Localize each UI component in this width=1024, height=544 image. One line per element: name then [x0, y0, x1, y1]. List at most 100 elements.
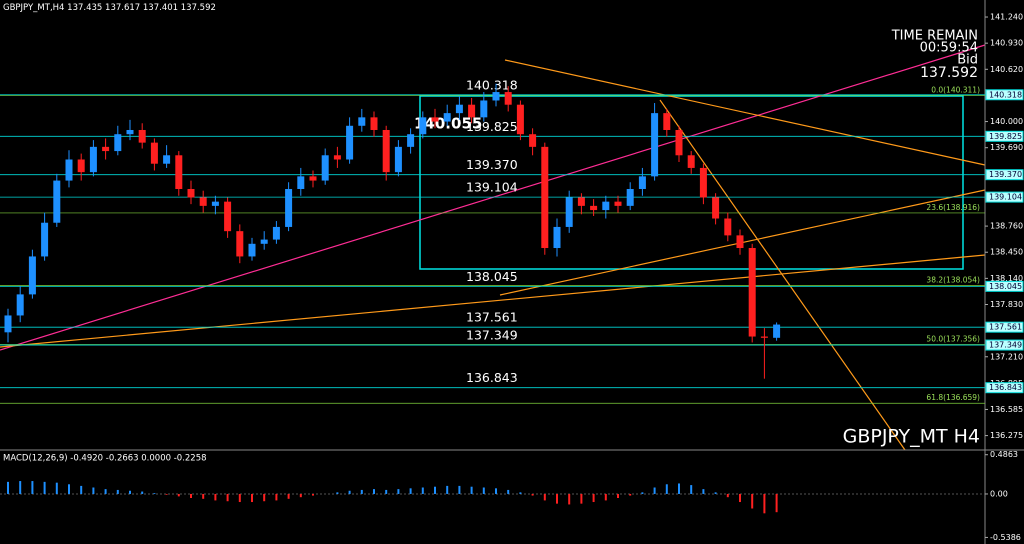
fib-label: 38.2(138.054) [926, 276, 980, 285]
level-label: 139.825 [466, 119, 518, 134]
y-tick-label: 140.930 [990, 39, 1023, 48]
candle-body [297, 176, 305, 190]
candle-body [346, 125, 354, 160]
candle-body [394, 146, 402, 173]
candle-body [687, 155, 695, 168]
symbol: GBPJPY_MT,H4 [3, 3, 64, 13]
macd-tick-label: 0.00 [990, 489, 1008, 498]
candle-body [516, 104, 524, 135]
candle-body [529, 134, 537, 147]
candle-body [602, 201, 610, 211]
fib-label: 50.0(137.356) [926, 334, 980, 343]
candle-body [748, 248, 756, 337]
timer-label: TIME REMAIN [891, 29, 978, 44]
candle-body [565, 197, 573, 227]
level-tag [985, 321, 1024, 333]
candle-body [163, 155, 171, 164]
level-label: 139.104 [466, 180, 518, 195]
candle-body [65, 159, 73, 181]
level-tag-label: 140.318 [989, 90, 1022, 99]
candle-body [77, 159, 85, 173]
y-tick-label: 140.000 [990, 117, 1023, 126]
candle-body [663, 113, 671, 130]
candle-body [175, 155, 183, 190]
candle-body [236, 231, 244, 257]
ohlc-open: 137.435 [67, 3, 102, 13]
trendline [0, 44, 986, 351]
candle-body [712, 197, 720, 219]
candle-body [114, 134, 122, 152]
candle-body [321, 155, 329, 181]
y-tick-label: 137.210 [990, 352, 1023, 361]
y-tick-label: 138.760 [990, 222, 1023, 231]
watermark: GBPJPY_MT H4 [843, 426, 980, 448]
candle-body [41, 222, 49, 257]
level-tag-label: 139.104 [989, 193, 1022, 202]
level-tag [985, 382, 1024, 394]
level-tag-label: 137.561 [989, 323, 1022, 332]
candle-body [224, 201, 232, 232]
macd-tick-label: 0.4863 [990, 450, 1018, 459]
candle-body [53, 180, 61, 223]
candle-body [480, 100, 488, 118]
level-tag [985, 339, 1024, 351]
fib-label: 61.8(136.659) [926, 393, 980, 402]
y-tick-label: 136.585 [990, 405, 1023, 414]
level-label: 140.318 [466, 77, 518, 92]
candle-body [211, 201, 219, 206]
candle-body [577, 197, 585, 206]
level-label: 137.561 [466, 310, 518, 325]
candle-body [333, 155, 341, 160]
level-tag-label: 136.843 [989, 383, 1022, 392]
candle-body [590, 205, 598, 211]
ohlc-low: 137.401 [143, 3, 178, 13]
candle-body [455, 104, 463, 114]
candle-body [443, 113, 451, 122]
candle-body [138, 129, 146, 143]
candle-body [248, 243, 256, 257]
candle-body [309, 176, 317, 181]
candle-body [541, 146, 549, 249]
candle-body [126, 129, 134, 135]
candle-body [150, 142, 158, 164]
range-box [419, 95, 964, 270]
candle-body [760, 336, 768, 338]
level-tag-label: 139.370 [989, 170, 1022, 179]
candle-body [468, 104, 476, 118]
candle-body [260, 239, 268, 244]
symbol-header: GBPJPY_MT,H4 137.435 137.617 137.401 137… [3, 3, 216, 13]
level-label: 136.843 [466, 370, 518, 385]
candle-body [16, 294, 24, 316]
candle-body [699, 167, 707, 198]
y-tick-label: 136.275 [990, 431, 1023, 440]
fib-label: 23.6(138.916) [926, 203, 980, 212]
candle-body [724, 218, 732, 236]
level-tag [985, 280, 1024, 292]
candle-body [102, 146, 110, 152]
bid-label: Bid [957, 53, 978, 68]
candle-body [187, 189, 195, 198]
candle-body [285, 189, 293, 227]
level-label: 138.045 [466, 269, 518, 284]
y-tick-label: 141.240 [990, 13, 1023, 22]
level-label: 139.370 [466, 157, 518, 172]
macd-label: MACD(12,26,9) -0.4920 -0.2663 0.0000 -0.… [3, 454, 207, 464]
y-tick-label: 137.830 [990, 300, 1023, 309]
candle-body [553, 226, 561, 249]
candle-body [736, 235, 744, 249]
trendline [659, 99, 906, 451]
timer-value: 00:59:54 [920, 41, 978, 56]
macd-tick-label: -0.5386 [990, 533, 1021, 542]
level-tag [985, 89, 1024, 101]
candle-body [431, 117, 439, 122]
y-tick-label: 138.140 [990, 274, 1023, 283]
level-tag-label: 137.349 [989, 341, 1022, 350]
price-label: 140.055 [414, 114, 482, 132]
candle-body [651, 113, 659, 177]
candle-body [626, 189, 634, 206]
level-tag-label: 138.045 [989, 282, 1022, 291]
bid-value: 137.592 [920, 65, 978, 81]
